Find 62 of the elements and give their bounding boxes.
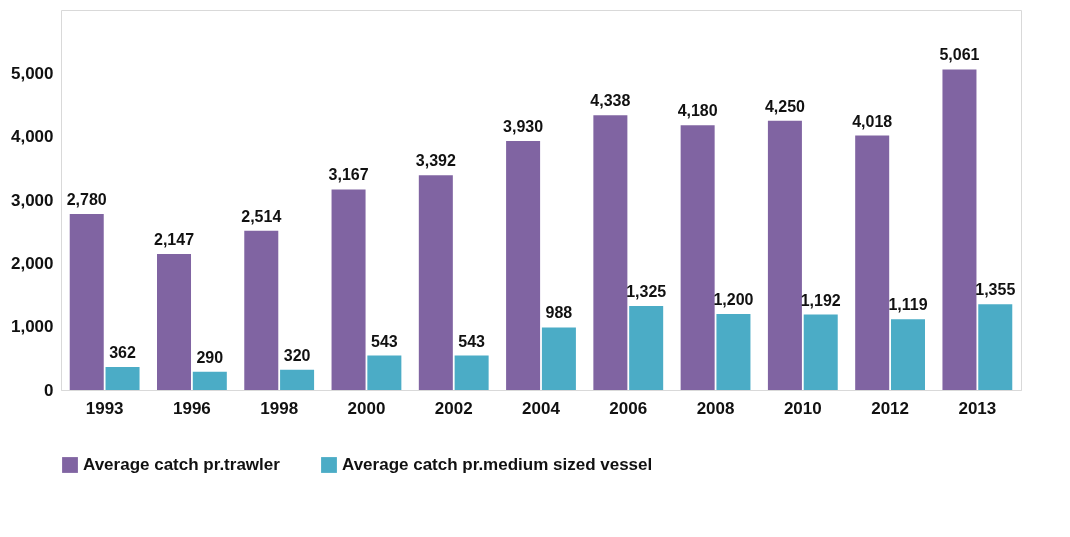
- data-label: 4,018: [852, 112, 893, 130]
- legend-label: Average catch pr.trawler: [83, 455, 281, 474]
- bar: [767, 120, 802, 390]
- data-label: 4,180: [677, 102, 718, 120]
- x-tick-label: 2000: [347, 398, 386, 418]
- data-label: 543: [458, 332, 486, 350]
- data-label: 543: [371, 332, 398, 350]
- data-label: 5,061: [939, 46, 980, 64]
- x-tick-label: 1998: [260, 398, 299, 418]
- bar: [367, 355, 402, 390]
- data-label: 4,338: [590, 92, 631, 110]
- data-label: 290: [196, 348, 224, 366]
- bar: [105, 367, 140, 390]
- bar: [454, 355, 489, 390]
- bar: [192, 371, 227, 390]
- y-tick-label: 2,000: [10, 253, 54, 273]
- data-label: 3,930: [503, 118, 544, 136]
- data-label: 3,167: [328, 166, 369, 184]
- bar: [506, 141, 541, 390]
- data-label: 1,119: [888, 296, 928, 314]
- bar: [331, 189, 366, 390]
- legend-label: Average catch pr.medium sized vessel: [342, 455, 653, 474]
- data-label: 320: [283, 346, 311, 364]
- bar: [418, 175, 453, 390]
- bar: [69, 213, 104, 390]
- bar: [541, 327, 576, 390]
- bar: [629, 306, 664, 390]
- data-label: 988: [545, 304, 573, 322]
- x-tick-label: 2008: [696, 398, 735, 418]
- y-tick-label: 5,000: [10, 63, 54, 83]
- x-tick-label: 2002: [434, 398, 473, 418]
- bar: [280, 369, 315, 390]
- bar: [942, 69, 977, 390]
- x-tick-label: 2004: [522, 398, 561, 418]
- y-tick-label: 4,000: [10, 127, 54, 147]
- data-label: 1,325: [626, 283, 667, 301]
- data-label: 4,250: [764, 97, 806, 115]
- bar: [855, 135, 890, 390]
- bar: [680, 125, 715, 390]
- x-tick-label: 1996: [173, 398, 211, 418]
- y-tick-label: 1,000: [10, 317, 54, 337]
- data-label: 3,392: [415, 152, 456, 170]
- data-label: 1,355: [975, 281, 1016, 299]
- y-tick-label: 0: [44, 380, 54, 400]
- data-label: 2,514: [241, 207, 282, 225]
- x-tick-label: 2012: [871, 398, 909, 418]
- x-tick-label: 1993: [85, 398, 124, 418]
- data-label: 362: [109, 344, 136, 362]
- x-tick-label: 2010: [783, 398, 822, 418]
- bar: [978, 304, 1013, 390]
- bar: [593, 115, 628, 390]
- data-label: 2,147: [153, 231, 195, 249]
- x-tick-label: 2013: [958, 398, 997, 418]
- bar: [803, 314, 838, 390]
- bar: [157, 254, 192, 390]
- data-label: 1,200: [713, 291, 754, 308]
- x-tick-label: 2006: [609, 398, 648, 418]
- y-tick-label: 3,000: [10, 190, 54, 210]
- bar: [890, 319, 925, 390]
- data-label: 2,780: [66, 190, 107, 208]
- bar: [244, 230, 279, 390]
- bar: [716, 314, 751, 390]
